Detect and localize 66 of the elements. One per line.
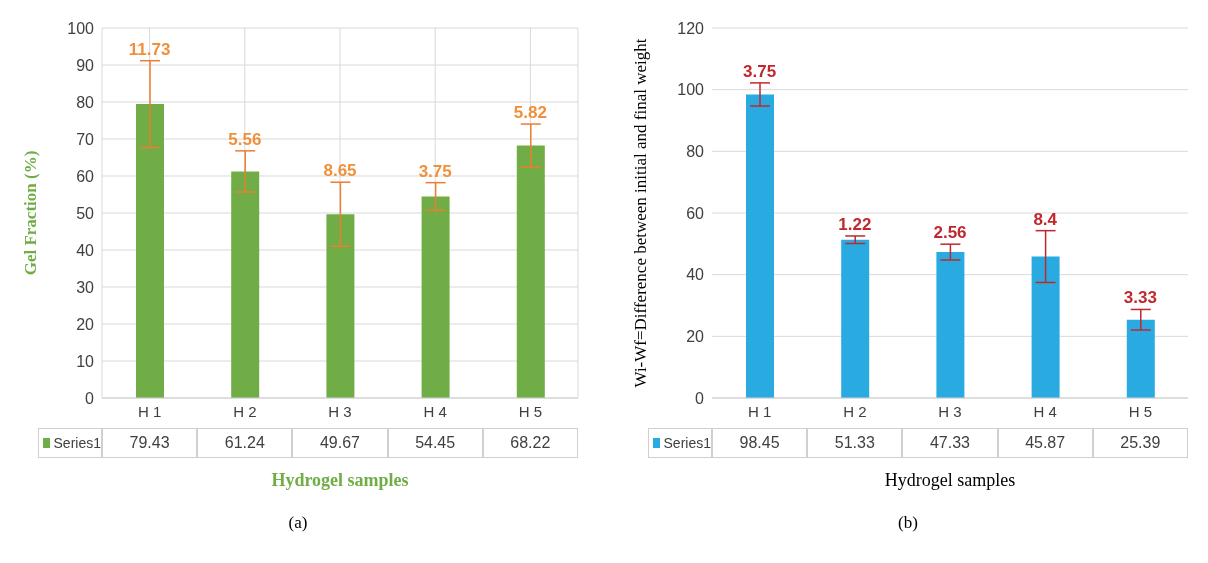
data-label: 98.45	[712, 428, 808, 458]
data-label: 68.22	[482, 428, 578, 458]
x-tick-label: H 3	[938, 402, 962, 420]
y-tick-label: 0	[695, 389, 705, 407]
data-label: 47.33	[902, 428, 998, 458]
data-label: 51.33	[807, 428, 903, 458]
bar	[516, 145, 545, 398]
y-tick-label: 80	[686, 143, 705, 161]
legend-label: Series1	[38, 428, 102, 458]
text: (a)	[287, 513, 309, 533]
bar	[841, 239, 870, 398]
data-label: 79.43	[102, 428, 198, 458]
bar	[421, 196, 450, 398]
y-tick-label: 60	[76, 167, 95, 185]
x-tick-label: H 5	[1128, 402, 1153, 420]
data-label: 25.39	[1092, 428, 1188, 458]
y-tick-label: 0	[85, 389, 95, 407]
y-tick-label: 120	[677, 19, 705, 37]
y-tick-label: 40	[76, 241, 95, 259]
y-tick-label: 60	[686, 204, 705, 222]
y-tick-label: 90	[76, 56, 95, 74]
y-tick-label: 70	[76, 130, 95, 148]
x-tick-label: H 2	[233, 402, 257, 420]
annotation: 2.56	[933, 223, 967, 243]
text: (b)	[897, 513, 919, 533]
annotation: 3.33	[1123, 288, 1157, 308]
y-axis-title: Wi-Wf=Difference between initial and final weight	[631, 37, 651, 390]
x-tick-label: H 4	[1033, 402, 1057, 420]
data-label: 61.24	[197, 428, 293, 458]
y-tick-label: 50	[76, 204, 95, 222]
bar	[231, 171, 260, 398]
annotation: 5.82	[513, 103, 547, 123]
y-tick-label: 20	[76, 315, 95, 333]
x-tick-label: H 1	[747, 402, 772, 420]
bar	[1126, 319, 1155, 398]
bar	[326, 214, 355, 398]
annotation: 11.73	[128, 39, 171, 59]
annotation: 1.22	[838, 214, 872, 234]
x-tick-label: H 1	[137, 402, 162, 420]
y-axis-title: Gel Fraction (%)	[21, 149, 41, 278]
bar	[136, 104, 164, 398]
y-tick-label: 30	[76, 278, 95, 296]
y-tick-label: 10	[76, 352, 95, 370]
annotation: 3.75	[418, 161, 452, 181]
x-tick-label: H 2	[843, 402, 867, 420]
x-tick-label: H 4	[423, 402, 447, 420]
bar	[746, 94, 774, 398]
annotation: 8.65	[323, 161, 357, 181]
x-tick-label: H 5	[518, 402, 543, 420]
y-tick-label: 20	[686, 328, 705, 346]
x-axis-title: Hydrogel samples	[270, 470, 410, 491]
data-label: 49.67	[292, 428, 388, 458]
annotation: 3.75	[743, 61, 777, 81]
x-axis-title: Hydrogel samples	[883, 470, 1017, 491]
legend-label: Series1	[648, 428, 712, 458]
y-tick-label: 40	[686, 266, 705, 284]
annotation: 8.4	[1033, 209, 1058, 229]
data-label: 45.87	[997, 428, 1093, 458]
bar	[1031, 256, 1060, 398]
x-tick-label: H 3	[328, 402, 352, 420]
y-tick-label: 80	[76, 93, 95, 111]
annotation: 5.56	[228, 129, 262, 149]
data-label: 54.45	[387, 428, 483, 458]
y-tick-label: 100	[677, 81, 705, 99]
y-tick-label: 100	[67, 19, 95, 37]
bar	[936, 252, 965, 398]
